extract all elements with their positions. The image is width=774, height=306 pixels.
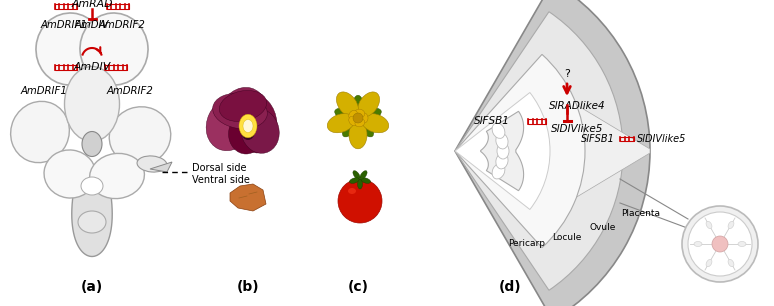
Text: Locule: Locule bbox=[553, 233, 582, 242]
Ellipse shape bbox=[496, 133, 508, 149]
Text: SlFSB1: SlFSB1 bbox=[581, 134, 615, 144]
Ellipse shape bbox=[360, 113, 368, 123]
Ellipse shape bbox=[361, 121, 374, 137]
Text: Dorsal side: Dorsal side bbox=[192, 163, 246, 173]
Ellipse shape bbox=[213, 93, 267, 129]
Bar bbox=[55, 65, 77, 69]
Text: (a): (a) bbox=[80, 280, 103, 294]
Ellipse shape bbox=[241, 122, 255, 140]
Bar bbox=[528, 118, 546, 124]
Text: (d): (d) bbox=[498, 280, 522, 294]
Ellipse shape bbox=[334, 108, 352, 119]
Ellipse shape bbox=[728, 259, 734, 267]
Ellipse shape bbox=[361, 178, 371, 183]
Text: (c): (c) bbox=[348, 280, 368, 294]
Ellipse shape bbox=[109, 107, 171, 165]
Ellipse shape bbox=[228, 114, 263, 154]
Ellipse shape bbox=[353, 171, 360, 179]
Text: SlDIVlike5: SlDIVlike5 bbox=[637, 134, 687, 144]
Text: SlDIVlike5: SlDIVlike5 bbox=[551, 124, 603, 134]
Bar bbox=[55, 3, 77, 9]
Bar bbox=[620, 137, 634, 141]
Ellipse shape bbox=[492, 123, 505, 138]
Ellipse shape bbox=[355, 109, 365, 117]
Ellipse shape bbox=[241, 109, 279, 153]
Ellipse shape bbox=[219, 91, 267, 121]
Text: AmDRIF2: AmDRIF2 bbox=[98, 20, 146, 30]
Ellipse shape bbox=[11, 101, 70, 163]
Text: Pericarp: Pericarp bbox=[509, 239, 546, 248]
Ellipse shape bbox=[64, 66, 119, 141]
Ellipse shape bbox=[706, 259, 712, 267]
Ellipse shape bbox=[78, 211, 106, 233]
Text: AmDRIF1: AmDRIF1 bbox=[21, 86, 67, 96]
Ellipse shape bbox=[706, 221, 712, 229]
Wedge shape bbox=[455, 0, 650, 306]
Ellipse shape bbox=[497, 143, 509, 159]
Text: SlFSB1: SlFSB1 bbox=[474, 116, 510, 126]
Ellipse shape bbox=[217, 88, 269, 149]
Ellipse shape bbox=[361, 114, 389, 133]
Ellipse shape bbox=[337, 92, 358, 117]
Ellipse shape bbox=[206, 97, 254, 151]
Ellipse shape bbox=[44, 150, 96, 198]
Wedge shape bbox=[455, 92, 550, 210]
Wedge shape bbox=[455, 12, 623, 290]
Ellipse shape bbox=[496, 153, 508, 169]
Bar bbox=[105, 65, 127, 69]
Text: (b): (b) bbox=[237, 280, 259, 294]
Ellipse shape bbox=[364, 108, 382, 119]
Text: AmDIV: AmDIV bbox=[75, 20, 109, 30]
Ellipse shape bbox=[81, 177, 103, 195]
Text: AmRAD: AmRAD bbox=[71, 0, 113, 9]
Polygon shape bbox=[230, 184, 266, 211]
Ellipse shape bbox=[348, 188, 356, 194]
Text: AmDRIF1: AmDRIF1 bbox=[40, 20, 87, 30]
Text: Ventral side: Ventral side bbox=[192, 175, 250, 185]
Circle shape bbox=[353, 113, 363, 123]
Text: AmDRIF2: AmDRIF2 bbox=[107, 86, 153, 96]
Text: AmDIV: AmDIV bbox=[74, 62, 111, 72]
Ellipse shape bbox=[360, 171, 367, 179]
Ellipse shape bbox=[353, 95, 363, 113]
Circle shape bbox=[338, 179, 382, 223]
Ellipse shape bbox=[349, 116, 358, 126]
Ellipse shape bbox=[738, 241, 746, 247]
Ellipse shape bbox=[90, 153, 145, 199]
Text: Placenta: Placenta bbox=[622, 209, 660, 218]
Text: Ovule: Ovule bbox=[590, 223, 616, 232]
Circle shape bbox=[688, 212, 752, 276]
Circle shape bbox=[712, 236, 728, 252]
Ellipse shape bbox=[137, 156, 167, 172]
Ellipse shape bbox=[82, 132, 102, 156]
Polygon shape bbox=[72, 189, 112, 256]
Ellipse shape bbox=[492, 164, 505, 179]
Ellipse shape bbox=[358, 92, 379, 117]
Ellipse shape bbox=[342, 121, 355, 137]
Ellipse shape bbox=[80, 13, 148, 85]
Ellipse shape bbox=[355, 119, 365, 127]
Polygon shape bbox=[481, 111, 524, 191]
Circle shape bbox=[682, 206, 758, 282]
Polygon shape bbox=[150, 162, 172, 172]
Ellipse shape bbox=[349, 110, 358, 120]
Ellipse shape bbox=[243, 120, 253, 132]
Ellipse shape bbox=[36, 13, 104, 85]
Polygon shape bbox=[550, 89, 650, 213]
Ellipse shape bbox=[694, 241, 702, 247]
Ellipse shape bbox=[239, 114, 257, 138]
Bar bbox=[107, 3, 129, 9]
Ellipse shape bbox=[327, 114, 354, 133]
Ellipse shape bbox=[358, 179, 362, 189]
Ellipse shape bbox=[235, 95, 277, 153]
Text: ?: ? bbox=[564, 69, 570, 79]
Text: SlRADlike4: SlRADlike4 bbox=[549, 101, 605, 111]
Ellipse shape bbox=[349, 121, 367, 149]
Ellipse shape bbox=[350, 178, 359, 183]
Ellipse shape bbox=[728, 221, 734, 229]
Wedge shape bbox=[455, 54, 585, 248]
